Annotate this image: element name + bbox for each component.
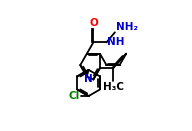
Text: N: N [84, 74, 93, 84]
Text: NH₂: NH₂ [116, 22, 137, 32]
Text: Cl: Cl [69, 91, 80, 101]
Text: H₃C: H₃C [103, 82, 123, 92]
Text: O: O [89, 18, 98, 28]
Text: NH: NH [107, 37, 124, 47]
